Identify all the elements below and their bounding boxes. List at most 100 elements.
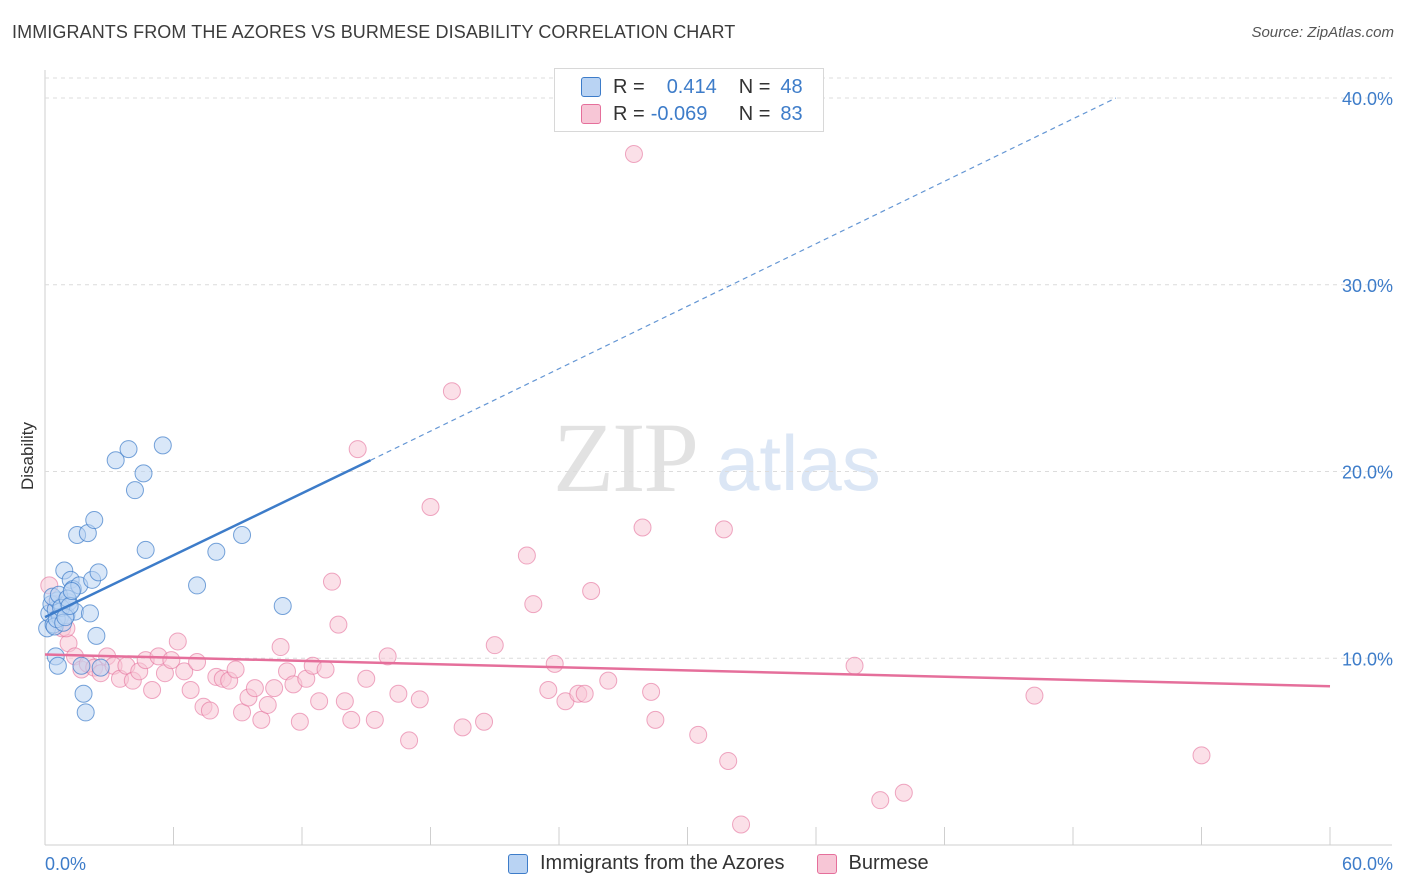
burmese-point	[365, 710, 384, 729]
correlation-legend: R = 0.414 N = 48 R = -0.069 N = 83	[554, 68, 824, 132]
burmese-point	[162, 651, 181, 670]
burmese-point	[410, 690, 429, 709]
y-tick-label: 20.0%	[1342, 463, 1393, 483]
series-label-azores: Immigrants from the Azores	[540, 852, 785, 874]
azores-point	[48, 656, 67, 675]
burmese-point	[400, 731, 419, 750]
burmese-point	[143, 680, 162, 699]
burmese-point	[894, 783, 913, 802]
burmese-point	[624, 145, 643, 164]
chart-title: IMMIGRANTS FROM THE AZORES VS BURMESE DI…	[12, 22, 736, 42]
series-legend: Immigrants from the Azores Burmese	[508, 852, 961, 875]
azores-point	[85, 511, 104, 530]
source-label: Source: ZipAtlas.com	[1251, 24, 1394, 41]
burmese-point	[265, 679, 284, 698]
burmese-point	[732, 815, 751, 834]
legend-n-label: N =	[738, 75, 771, 98]
azores-point	[89, 563, 108, 582]
burmese-point	[599, 671, 618, 690]
burmese-trend-line	[44, 653, 1331, 688]
legend-row-burmese: R = -0.069 N = 83	[581, 102, 803, 126]
series-swatch-azores	[508, 853, 528, 874]
burmese-point	[633, 518, 652, 537]
azores-point	[188, 576, 207, 595]
burmese-point	[689, 725, 708, 744]
burmese-point	[168, 632, 187, 651]
burmese-point	[475, 712, 494, 731]
legend-swatch-azores	[581, 77, 601, 97]
azores-trend-extension	[370, 97, 1117, 461]
burmese-point	[357, 669, 376, 688]
burmese-point	[871, 791, 890, 810]
series-label-burmese: Burmese	[848, 852, 929, 874]
azores-point	[134, 464, 153, 483]
series-legend-burmese[interactable]: Burmese	[816, 852, 929, 875]
burmese-point	[575, 684, 594, 703]
y-axis-label: Disability	[18, 421, 37, 491]
burmese-point	[316, 660, 335, 679]
azores-point	[125, 481, 144, 500]
azores-point	[106, 451, 125, 470]
burmese-point	[245, 679, 264, 698]
burmese-point	[485, 636, 504, 655]
azores-point	[62, 582, 81, 601]
burmese-point	[329, 615, 348, 634]
burmese-point	[442, 382, 461, 401]
watermark-atlas: atlas	[716, 419, 881, 507]
burmese-point	[582, 582, 601, 601]
y-tick-label: 10.0%	[1342, 649, 1393, 669]
azores-point	[153, 436, 172, 455]
burmese-point	[188, 652, 207, 671]
x-tick-label: 60.0%	[1342, 854, 1393, 874]
burmese-point	[226, 660, 245, 679]
azores-point	[72, 656, 91, 675]
legend-swatch-burmese	[581, 104, 601, 124]
legend-r-value: 0.414	[666, 75, 717, 98]
burmese-point	[545, 654, 564, 673]
burmese-point	[200, 701, 219, 720]
burmese-point	[642, 682, 661, 701]
legend-r-label: R =	[613, 75, 645, 98]
azores-point	[233, 525, 252, 544]
x-tick-label: 0.0%	[45, 854, 86, 874]
burmese-point	[252, 710, 271, 729]
legend-n-value: 83	[780, 102, 803, 125]
azores-point	[207, 542, 226, 561]
legend-row-azores: R = 0.414 N = 48	[581, 75, 803, 99]
azores-point	[74, 684, 93, 703]
burmese-point	[646, 710, 665, 729]
legend-n-value: 48	[780, 75, 803, 98]
burmese-point	[714, 520, 733, 539]
watermark-zip: ZIP	[553, 402, 699, 513]
azores-point	[76, 703, 95, 722]
azores-point	[80, 604, 99, 623]
y-tick-label: 30.0%	[1342, 276, 1393, 296]
azores-point	[273, 596, 292, 615]
burmese-point	[719, 751, 738, 770]
y-tick-label: 40.0%	[1342, 89, 1393, 109]
burmese-point	[342, 710, 361, 729]
legend-r-label: R =	[613, 102, 645, 125]
azores-point	[136, 540, 155, 559]
burmese-point	[524, 595, 543, 614]
legend-n-label: N =	[738, 102, 771, 125]
burmese-point	[233, 703, 252, 722]
burmese-point	[258, 695, 277, 714]
series-swatch-burmese	[816, 853, 837, 874]
burmese-point	[271, 638, 290, 657]
azores-point	[91, 658, 110, 677]
burmese-point	[1025, 686, 1044, 705]
burmese-point	[539, 680, 558, 699]
burmese-point	[335, 692, 354, 711]
burmese-point	[421, 497, 440, 516]
azores-point	[119, 440, 138, 459]
azores-point	[87, 626, 106, 645]
burmese-point	[453, 718, 472, 737]
legend-r-value: -0.069	[650, 102, 708, 125]
burmese-point	[845, 656, 864, 675]
burmese-point	[322, 572, 341, 591]
series-legend-azores[interactable]: Immigrants from the Azores	[508, 852, 785, 875]
azores-trend-line	[44, 459, 372, 619]
burmese-point	[517, 546, 536, 565]
